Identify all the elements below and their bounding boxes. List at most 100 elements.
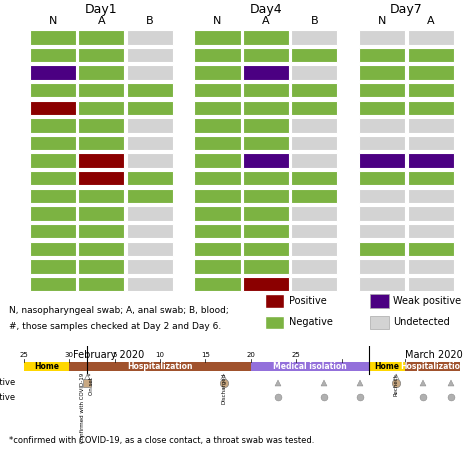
FancyBboxPatch shape [359,65,405,80]
FancyBboxPatch shape [194,30,240,45]
FancyBboxPatch shape [359,206,405,221]
FancyBboxPatch shape [408,136,454,150]
Text: N: N [48,16,57,26]
FancyBboxPatch shape [78,224,124,238]
FancyBboxPatch shape [359,83,405,97]
FancyBboxPatch shape [243,224,289,238]
Bar [24,363,69,371]
FancyBboxPatch shape [78,277,124,291]
FancyBboxPatch shape [78,206,124,221]
FancyBboxPatch shape [127,189,173,203]
FancyBboxPatch shape [408,189,454,203]
FancyBboxPatch shape [359,100,405,115]
FancyBboxPatch shape [408,277,454,291]
Text: Home: Home [34,362,59,371]
FancyBboxPatch shape [127,259,173,273]
FancyBboxPatch shape [243,136,289,150]
Text: Home: Home [374,362,400,371]
Text: A: A [427,16,435,26]
FancyBboxPatch shape [243,259,289,273]
FancyBboxPatch shape [408,83,454,97]
FancyBboxPatch shape [292,100,337,115]
Bar [369,363,405,371]
Bar [405,363,460,371]
FancyBboxPatch shape [408,154,454,168]
Text: Positive: Positive [289,296,327,306]
FancyBboxPatch shape [292,259,337,273]
Text: 30: 30 [64,352,73,358]
FancyBboxPatch shape [78,30,124,45]
FancyBboxPatch shape [78,259,124,273]
Text: *confirmed with COVID-19, as a close contact, a throat swab was tested.: *confirmed with COVID-19, as a close con… [9,436,315,445]
Bar [69,363,251,371]
FancyBboxPatch shape [30,189,76,203]
FancyBboxPatch shape [78,242,124,256]
FancyBboxPatch shape [194,259,240,273]
FancyBboxPatch shape [194,154,240,168]
FancyBboxPatch shape [243,30,289,45]
FancyBboxPatch shape [30,154,76,168]
FancyBboxPatch shape [292,65,337,80]
FancyBboxPatch shape [127,136,173,150]
FancyBboxPatch shape [292,171,337,185]
FancyBboxPatch shape [408,48,454,62]
FancyBboxPatch shape [359,242,405,256]
FancyBboxPatch shape [292,48,337,62]
FancyBboxPatch shape [127,100,173,115]
FancyBboxPatch shape [292,118,337,133]
Text: Hospitalization: Hospitalization [127,362,193,371]
FancyBboxPatch shape [359,48,405,62]
FancyBboxPatch shape [408,30,454,45]
FancyBboxPatch shape [243,206,289,221]
Text: Day1: Day1 [85,3,118,16]
FancyBboxPatch shape [243,171,289,185]
FancyBboxPatch shape [78,154,124,168]
Text: Negative: Negative [289,317,333,328]
FancyBboxPatch shape [127,154,173,168]
FancyBboxPatch shape [359,224,405,238]
FancyBboxPatch shape [265,316,284,329]
FancyBboxPatch shape [30,48,76,62]
FancyBboxPatch shape [30,171,76,185]
FancyBboxPatch shape [127,83,173,97]
FancyBboxPatch shape [127,277,173,291]
FancyBboxPatch shape [243,242,289,256]
FancyBboxPatch shape [194,65,240,80]
FancyBboxPatch shape [359,30,405,45]
Text: B: B [310,16,318,26]
Text: N, nasopharyngeal swab; A, anal swab; B, blood;: N, nasopharyngeal swab; A, anal swab; B,… [9,306,229,315]
FancyBboxPatch shape [292,30,337,45]
FancyBboxPatch shape [194,48,240,62]
FancyBboxPatch shape [243,277,289,291]
FancyBboxPatch shape [243,100,289,115]
Text: 20: 20 [246,352,255,358]
FancyBboxPatch shape [30,100,76,115]
FancyBboxPatch shape [292,242,337,256]
FancyBboxPatch shape [194,277,240,291]
Text: 5: 5 [112,352,117,358]
FancyBboxPatch shape [127,206,173,221]
FancyBboxPatch shape [194,242,240,256]
FancyBboxPatch shape [30,83,76,97]
FancyBboxPatch shape [292,224,337,238]
FancyBboxPatch shape [78,189,124,203]
Text: Hospitalization: Hospitalization [400,362,465,371]
FancyBboxPatch shape [243,65,289,80]
FancyBboxPatch shape [30,259,76,273]
FancyBboxPatch shape [408,171,454,185]
Text: A: A [98,16,105,26]
FancyBboxPatch shape [359,118,405,133]
FancyBboxPatch shape [127,48,173,62]
Text: On set *: On set * [90,373,94,395]
FancyBboxPatch shape [30,136,76,150]
FancyBboxPatch shape [127,242,173,256]
FancyBboxPatch shape [243,48,289,62]
Text: Recheck: Recheck [394,373,399,396]
FancyBboxPatch shape [30,242,76,256]
FancyBboxPatch shape [359,189,405,203]
FancyBboxPatch shape [370,294,389,308]
FancyBboxPatch shape [408,206,454,221]
FancyBboxPatch shape [292,206,337,221]
FancyBboxPatch shape [127,171,173,185]
FancyBboxPatch shape [265,294,284,308]
